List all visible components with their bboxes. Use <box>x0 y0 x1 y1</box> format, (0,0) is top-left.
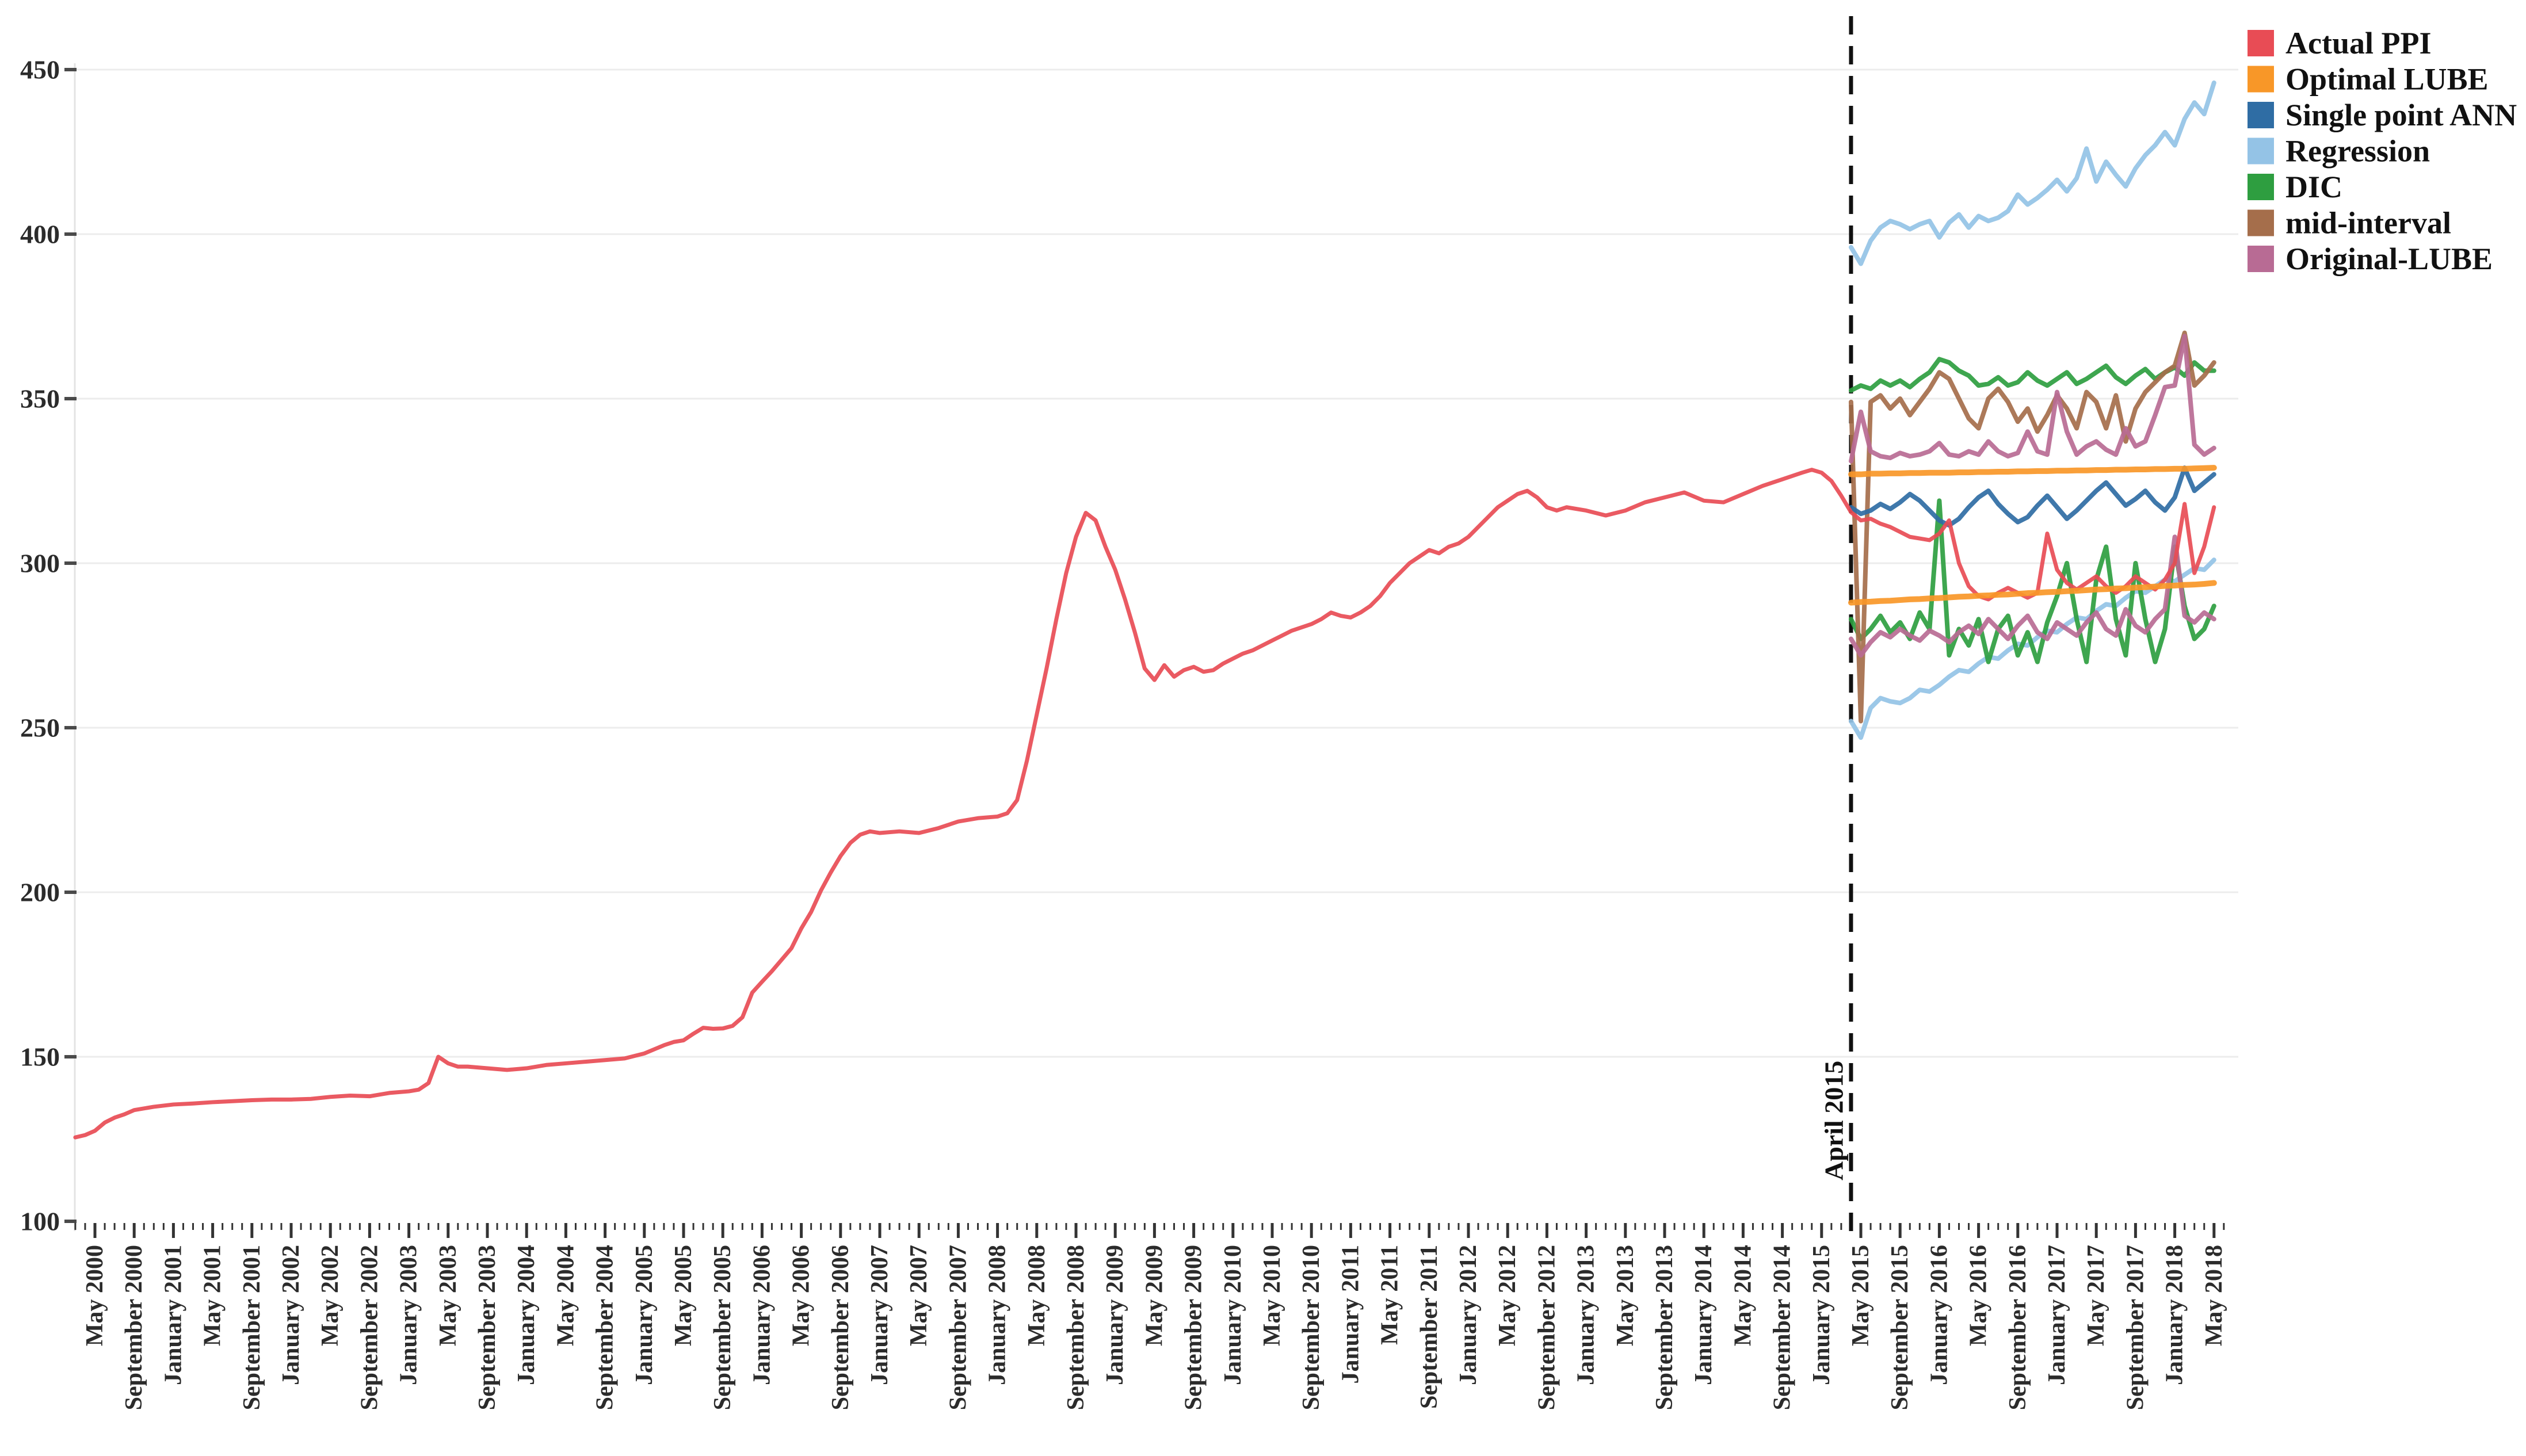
series-line-dic-upper <box>1848 357 2216 393</box>
series-line-regression-upper <box>1848 80 2216 266</box>
x-tick-label: January 2009 <box>1102 1245 1128 1385</box>
x-tick-label: May 2012 <box>1494 1245 1521 1346</box>
x-tick-label: January 2012 <box>1455 1245 1482 1385</box>
x-tick-label: May 2009 <box>1141 1245 1167 1346</box>
y-tick-label: 450 <box>20 55 60 85</box>
x-tick-label: January 2005 <box>631 1245 658 1385</box>
x-tick-label: May 2010 <box>1259 1245 1285 1346</box>
series-line-original-lube-lower <box>1848 534 2216 658</box>
x-tick-label: September 2004 <box>592 1245 619 1410</box>
y-tick-label: 200 <box>20 878 60 907</box>
x-tick-label: September 2002 <box>356 1245 383 1410</box>
x-tick-label: September 2012 <box>1533 1245 1560 1410</box>
x-tick-label: January 2004 <box>513 1245 540 1385</box>
x-tick-label: September 2011 <box>1416 1245 1443 1409</box>
x-tick-label: May 2016 <box>1966 1245 1992 1346</box>
y-tick-label: 250 <box>20 713 60 743</box>
april-2015-label: April 2015 <box>1819 1061 1848 1180</box>
x-tick-label: May 2018 <box>2201 1245 2227 1346</box>
y-tick-label: 150 <box>20 1042 60 1072</box>
x-tick-label: September 2016 <box>2005 1245 2031 1410</box>
x-tick-label: September 2000 <box>121 1245 147 1410</box>
x-tick-label: May 2008 <box>1024 1245 1050 1346</box>
x-tick-label: May 2005 <box>670 1245 697 1346</box>
x-tick-label: September 2017 <box>2122 1245 2149 1410</box>
y-tick-label: 100 <box>20 1207 60 1236</box>
x-tick-label: September 2010 <box>1298 1245 1325 1410</box>
x-tick-label: January 2002 <box>278 1245 304 1385</box>
legend-label: Single point ANN <box>2285 98 2517 132</box>
x-tick-label: January 2001 <box>160 1245 186 1385</box>
x-tick-label: May 2004 <box>552 1245 579 1346</box>
x-tick-label: September 2013 <box>1651 1245 1678 1410</box>
x-tick-label: January 2008 <box>985 1245 1011 1385</box>
x-tick-label: May 2001 <box>200 1245 226 1346</box>
x-tick-label: January 2017 <box>2044 1245 2070 1385</box>
x-tick-label: September 2015 <box>1887 1245 1913 1410</box>
legend-label: mid-interval <box>2285 206 2451 240</box>
legend-swatch <box>2248 246 2274 272</box>
legend-label: Actual PPI <box>2285 26 2431 60</box>
x-tick-label: May 2003 <box>435 1245 461 1346</box>
series-line-mid-interval <box>1848 330 2216 724</box>
x-tick-label: January 2007 <box>867 1245 893 1385</box>
legend-label: DIC <box>2285 170 2342 204</box>
x-tick-label: January 2011 <box>1337 1245 1364 1384</box>
x-tick-label: September 2001 <box>239 1245 265 1410</box>
x-tick-label: May 2017 <box>2083 1245 2109 1346</box>
x-tick-label: September 2003 <box>474 1245 501 1410</box>
series-line-original-lube-upper <box>1848 334 2216 464</box>
series-line-single-point-ann <box>1848 465 2216 528</box>
y-tick-label: 400 <box>20 220 60 249</box>
x-tick-label: May 2014 <box>1730 1245 1756 1346</box>
legend-label: Original-LUBE <box>2285 242 2493 276</box>
legend-swatch <box>2248 137 2274 165</box>
legend-swatch <box>2248 30 2274 56</box>
legend-swatch <box>2248 66 2274 93</box>
series-line-optimal-lube-lower <box>1848 580 2217 606</box>
x-tick-label: May 2011 <box>1377 1245 1403 1345</box>
x-tick-label: May 2007 <box>906 1245 932 1346</box>
x-tick-label: January 2006 <box>749 1245 775 1385</box>
x-tick-label: January 2003 <box>396 1245 422 1385</box>
x-tick-label: May 2015 <box>1848 1245 1874 1346</box>
series-line-actual-ppi <box>73 468 2216 1140</box>
x-tick-label: September 2006 <box>827 1245 854 1410</box>
legend-swatch <box>2248 209 2274 236</box>
legend-swatch <box>2248 102 2274 128</box>
legend-swatch <box>2248 174 2274 200</box>
x-tick-label: May 2002 <box>317 1245 344 1346</box>
series-line-optimal-lube-upper <box>1848 465 2217 477</box>
x-tick-label: May 2006 <box>788 1245 815 1346</box>
x-tick-label: September 2007 <box>945 1245 971 1410</box>
x-tick-label: January 2016 <box>1926 1245 1952 1385</box>
x-tick-label: January 2013 <box>1573 1245 1600 1385</box>
x-tick-label: September 2005 <box>709 1245 736 1410</box>
x-tick-label: September 2009 <box>1181 1245 1207 1410</box>
x-tick-label: January 2018 <box>2162 1245 2188 1385</box>
x-tick-label: May 2000 <box>82 1245 108 1346</box>
x-tick-label: January 2010 <box>1220 1245 1246 1385</box>
x-tick-label: January 2014 <box>1691 1245 1717 1385</box>
legend-label: Regression <box>2285 134 2430 169</box>
legend-label: Optimal LUBE <box>2285 62 2489 97</box>
x-tick-label: January 2015 <box>1808 1245 1835 1385</box>
x-tick-label: September 2014 <box>1769 1245 1796 1410</box>
y-tick-label: 300 <box>20 549 60 578</box>
x-tick-label: May 2013 <box>1612 1245 1639 1346</box>
x-tick-label: September 2008 <box>1063 1245 1089 1410</box>
y-tick-label: 350 <box>20 384 60 414</box>
